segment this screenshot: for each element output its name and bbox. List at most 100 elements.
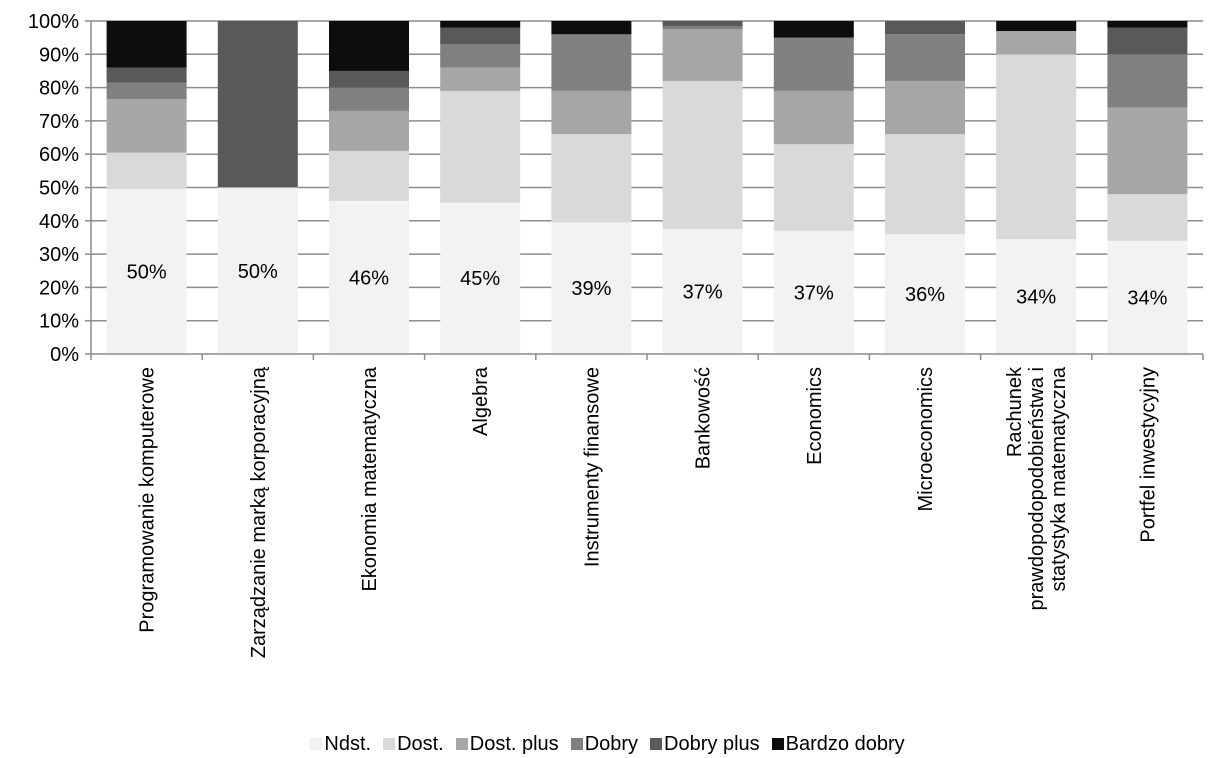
x-tick-label: Zarządzanie marką korporacyjną (248, 366, 270, 658)
bar-segment (106, 152, 187, 190)
x-tick-label: Instrumenty finansowe (581, 367, 603, 567)
legend-label: Ndst. (324, 732, 372, 755)
data-label: 50% (238, 261, 278, 283)
bar-segment (885, 234, 965, 354)
bar-segment (217, 21, 298, 188)
bar-segment (773, 230, 854, 354)
bar-segment (440, 202, 521, 354)
legend-label: Dost. (397, 732, 444, 755)
x-tick-label-line: Rachunek (1004, 366, 1026, 457)
legend-swatch (771, 738, 784, 750)
bar-segment (662, 29, 743, 81)
bar-segment (440, 67, 521, 91)
bar-segment (440, 27, 521, 45)
x-tick-label: Programowanie komputerowe (137, 367, 159, 633)
x-tick-label-line: Instrumenty finansowe (581, 367, 603, 567)
legend-item: Dobry plus (650, 733, 760, 756)
y-tick-label: 90% (39, 44, 79, 66)
bar-segment (329, 150, 409, 201)
bar-segment (440, 90, 521, 203)
legend-label: Bardzo dobry (785, 732, 905, 755)
x-tick-label-line: Ekonomia matematyczna (359, 366, 381, 591)
y-tick-label: 80% (39, 78, 79, 100)
bar-segment (106, 189, 187, 354)
bar-segment (106, 99, 187, 153)
y-tick-label: 40% (39, 211, 79, 233)
x-tick-label: Algebra (470, 366, 492, 436)
bar-segment (996, 239, 1077, 354)
bar-segment (885, 80, 965, 135)
data-label: 45% (460, 268, 500, 290)
x-tick-label-line: Programowanie komputerowe (137, 367, 159, 633)
bar-segment (773, 21, 854, 38)
legend-item: Dost. plus (455, 733, 559, 756)
x-tick-label: Microeconomics (915, 367, 937, 511)
bar-segment (885, 21, 965, 35)
bar-segment (329, 110, 409, 151)
legend-label: Dobry plus (664, 732, 760, 755)
data-label: 39% (571, 278, 611, 300)
data-label: 46% (349, 267, 389, 289)
y-tick-label: 60% (39, 144, 79, 166)
x-tick-label: Portfel inwestycyjny (1137, 367, 1159, 543)
bar-segment (551, 90, 632, 135)
legend-swatch (310, 738, 323, 750)
y-tick-label: 50% (39, 178, 79, 200)
legend-item: Dobry (570, 732, 639, 756)
bar-segment (885, 34, 965, 81)
bar-segment (773, 144, 854, 231)
legend-item: Ndst. (310, 733, 371, 756)
legend-swatch (455, 738, 468, 750)
data-label: 50% (127, 262, 167, 284)
data-label: 34% (1016, 287, 1056, 309)
bar-segment (1107, 107, 1188, 195)
x-tick-label-line: Algebra (470, 366, 492, 436)
bar-segment (996, 21, 1077, 31)
bar-segment (329, 70, 409, 88)
data-label: 37% (794, 282, 834, 304)
bar-segment (996, 54, 1077, 240)
bar-segment (329, 21, 409, 71)
bar-segment (551, 34, 632, 91)
bar-segment (329, 200, 409, 354)
bar-segment (551, 134, 632, 223)
bar-segment (662, 229, 743, 354)
bar-segment (106, 67, 187, 83)
bar-segment (1107, 240, 1188, 354)
bar-segment (1107, 21, 1188, 28)
bar-segment (217, 187, 298, 354)
x-tick-label-line: Portfel inwestycyjny (1137, 367, 1159, 543)
bar-segment (773, 37, 854, 91)
x-tick-label-line: Bankowość (693, 367, 715, 469)
x-tick-label-line: Economics (804, 367, 826, 465)
data-label: 37% (683, 282, 723, 304)
data-label: 36% (905, 284, 945, 306)
legend-swatch (570, 738, 583, 750)
y-tick-label: 0% (50, 344, 79, 366)
x-tick-label: Economics (804, 367, 826, 465)
bar-segment (440, 21, 521, 28)
x-tick-label: Rachunekprawdopodopodobieństwa istatysty… (1004, 366, 1070, 611)
y-tick-label: 70% (39, 111, 79, 133)
legend: Ndst. Dost. Dost. plus Dobry Dobry plus Bardz… (0, 732, 1215, 756)
x-tick-label-line: Microeconomics (915, 367, 937, 511)
y-tick-label: 100% (28, 11, 79, 33)
bar-segment (996, 30, 1077, 55)
bar-segment (106, 21, 187, 68)
bar-segment (885, 134, 965, 235)
y-tick-label: 30% (39, 244, 79, 266)
bar-segment (662, 80, 743, 230)
x-tick-label: Ekonomia matematyczna (359, 366, 381, 591)
bar-segment (662, 21, 743, 26)
x-tick-label: Bankowość (693, 367, 715, 469)
legend-swatch (650, 738, 663, 750)
bar-segment (1107, 54, 1188, 108)
bar-segment (440, 44, 521, 68)
legend-swatch (383, 738, 396, 750)
legend-label: Dobry (584, 732, 639, 755)
stacked-bar-chart: 0% 10% 20% 30% 40% 50% 60% 70% 80% 90% 100% 50% 50% 4… (28, 11, 1204, 658)
legend-item: Dost. (383, 733, 444, 756)
bar-segment (106, 82, 187, 100)
bar-segment (1107, 27, 1188, 55)
